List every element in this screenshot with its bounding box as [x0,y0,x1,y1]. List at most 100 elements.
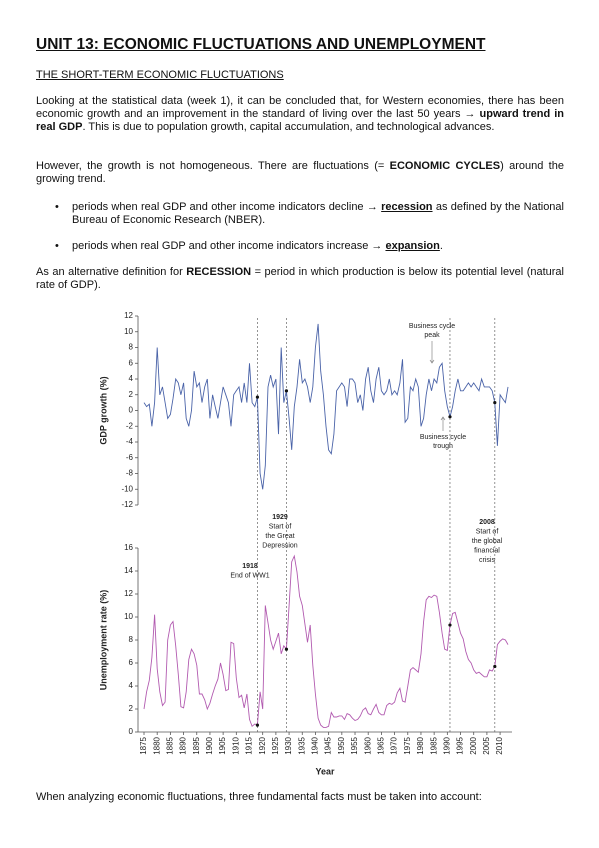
highlight-dot [255,723,260,727]
x-tick-label: 1935 [297,736,306,754]
text: However, the growth is not homogeneous. … [36,160,390,172]
emphasis: RECESSION [186,266,252,278]
data-line [143,323,509,490]
emphasis: recession [381,201,433,213]
emphasis: expansion [385,240,440,252]
y-tick-label: 16 [124,543,133,552]
x-tick-label: 2000 [469,736,478,754]
y-tick-label: 6 [129,658,134,667]
y-tick-label: -6 [126,453,134,462]
emphasis: ECONOMIC CYCLES [389,160,501,172]
y-tick-label: 10 [124,327,133,336]
y-tick-label: 14 [124,566,133,575]
x-tick-label: 1975 [403,736,412,754]
text: . This is due to population growth, capi… [82,121,495,133]
x-tick-label: 1985 [429,736,438,754]
x-tick-label: 1910 [231,736,240,754]
arrow [440,416,446,431]
annotation: Business cycle [420,434,466,441]
y-tick-label: -2 [126,421,134,430]
annotation: End of WW1 [230,572,269,579]
chart: -12 -10 -8 -6 -4 -2 0 2 4 6 8 10 12 GDP growth (%) 0 2 4… [98,311,512,776]
y-tick-label: 2 [129,390,134,399]
annotation: financial [474,547,500,554]
y-tick-label: -4 [126,437,134,446]
y-tick-label: 4 [129,681,134,690]
x-tick-label: 1940 [311,736,320,754]
annotation: crisis [479,557,495,564]
x-tick-label: 1930 [284,736,293,754]
bullet-dot: • [55,201,59,213]
y-axis-label: GDP growth (%) [98,376,108,444]
x-tick-label: 1875 [139,736,148,754]
text: Looking at the statistical data (week 1)… [36,95,564,120]
y-tick-label: 12 [124,589,133,598]
y-axis-label: Unemployment rate (%) [98,590,108,691]
y-tick-label: 8 [129,635,134,644]
x-tick-label: 1885 [165,736,174,754]
data-line [143,554,509,728]
x-tick-label: 2010 [495,736,504,754]
annotation: peak [424,332,440,339]
emphasis: upward trend in real GDP [36,108,564,133]
bullet-dot: • [55,240,59,252]
text: = period in which production is below it… [36,266,564,291]
arrow [429,341,435,364]
x-tick-label: 1970 [390,736,399,754]
annotation-year: 1918 [242,563,258,570]
paragraph: As an alternative definition for RECESSI… [36,266,564,292]
y-tick-label: 10 [124,612,133,621]
highlight-dot [255,395,260,399]
y-tick-label: -12 [121,500,133,509]
text: periods when real GDP and other income i… [72,240,386,252]
annotation: Business cycle [409,323,455,330]
x-tick-label: 1925 [271,736,280,754]
x-tick-label: 1895 [192,736,201,754]
annotation-year: 1929 [272,514,288,521]
annotation: the Great [265,533,294,540]
y-tick-label: 0 [129,406,134,415]
x-tick-label: 1990 [442,736,451,754]
text: As an alternative definition for [36,266,187,278]
highlight-dot [448,623,452,627]
x-tick-label: 1980 [416,736,425,754]
y-tick-label: 4 [129,374,134,383]
x-axis-label: Year [315,766,335,776]
y-tick-label: 12 [124,311,133,320]
x-tick-label: 1920 [258,736,267,754]
bullet: • periods when real GDP and other income … [55,240,564,253]
bullet: • periods when real GDP and other income … [55,201,564,227]
y-tick-label: -10 [121,484,133,493]
paragraph: When analyzing economic fluctuations, th… [36,791,482,803]
y-tick-label: 8 [129,343,134,352]
y-tick-label: -8 [126,469,134,478]
text: periods when real GDP and other income i… [72,201,382,213]
text: ) around the growing trend. [36,160,564,185]
highlight-dot [284,389,289,393]
x-tick-label: 2005 [482,736,491,754]
subtitle: THE SHORT-TERM ECONOMIC FLUCTUATIONS [36,69,284,81]
x-tick-label: 1955 [350,736,359,754]
y-tick-label: 6 [129,358,134,367]
highlight-dot [493,401,497,405]
x-tick-label: 1900 [205,736,214,754]
highlight-dot [493,664,497,669]
highlight-dot [284,647,289,651]
x-tick-label: 1905 [218,736,227,754]
highlight-dot [448,415,452,419]
x-tick-label: 1950 [337,736,346,754]
annotation: Start of [476,528,499,535]
annotation: Start of [269,523,292,530]
x-tick-label: 1995 [456,736,465,754]
x-tick-label: 1945 [324,736,333,754]
x-tick-label: 1880 [152,736,161,754]
x-tick-label: 1915 [245,736,254,754]
text: . [439,240,443,252]
x-tick-label: 1965 [377,736,386,754]
annotation: the global [472,538,503,545]
x-tick-label: 1890 [179,736,188,754]
y-tick-label: 0 [129,727,134,736]
annotation: Depression [262,542,298,549]
annotation: trough [433,443,453,450]
